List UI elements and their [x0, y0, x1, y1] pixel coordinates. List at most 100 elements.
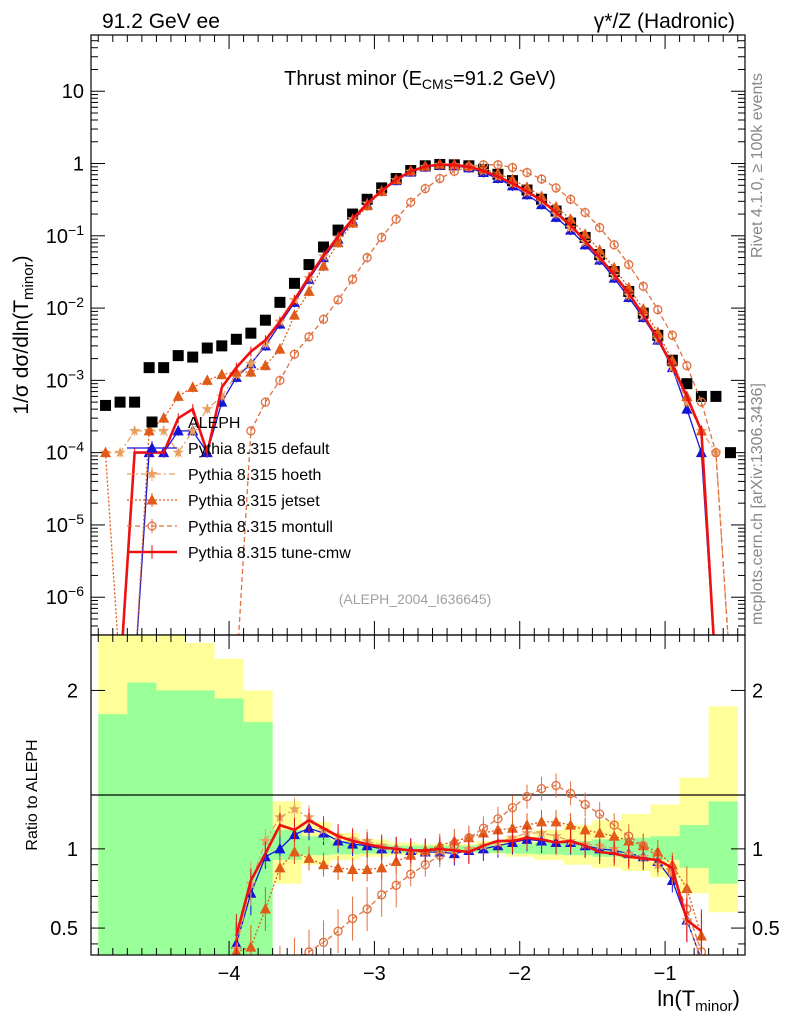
legend-label: Pythia 8.315 hoeth: [188, 467, 321, 484]
data-point-montull: [522, 167, 532, 178]
data-point-aleph: [230, 333, 242, 345]
watermark: (ALEPH_2004_I636645): [339, 591, 492, 607]
data-point-aleph: [143, 362, 155, 374]
ratio-point-jetset: [579, 823, 591, 835]
ratio-y-tick-label: 2: [67, 680, 78, 702]
ratio-point-default: [274, 842, 286, 854]
legend: ALEPH Pythia 8.315 default Pythia 8.315 ho…: [127, 415, 351, 562]
data-point-montull: [391, 214, 401, 224]
series-line-tune_cmw: [121, 163, 715, 635]
data-point-hoeth: [187, 424, 199, 436]
data-point-aleph: [114, 396, 126, 408]
data-point-montull: [435, 173, 445, 184]
inner-band-bin: [156, 690, 186, 955]
ratio-point-montull: [507, 803, 518, 813]
ratio-series-tune_cmw: [235, 808, 703, 955]
ratio-y-tick-label: 1: [67, 839, 78, 861]
data-point-hoeth: [201, 403, 213, 414]
legend-label: ALEPH: [188, 415, 240, 432]
legend-marker: [146, 416, 158, 428]
data-point-aleph: [158, 362, 170, 374]
data-point-aleph: [303, 259, 315, 271]
ratio-point-jetset: [259, 903, 271, 914]
data-point-jetset: [565, 213, 577, 224]
ratio-y-tick-label-right: 1: [752, 839, 763, 861]
legend-marker: [147, 521, 157, 531]
data-point-aleph: [710, 390, 722, 402]
inner-band-bin: [185, 690, 215, 955]
data-point-jetset: [187, 381, 199, 392]
main-y-axis-label: 1/σ dσ/dln(Tminor): [10, 255, 37, 414]
data-point-hoeth: [172, 446, 184, 458]
data-point-aleph: [681, 378, 693, 390]
inner-band-bin: [98, 714, 128, 955]
data-point-aleph: [695, 390, 707, 402]
data-point-montull: [275, 375, 285, 386]
x-axis-label: ln(Tminor): [657, 986, 740, 1015]
legend-label: Pythia 8.315 montull: [188, 519, 333, 536]
series-line-jetset: [104, 163, 715, 635]
data-point-montull: [420, 183, 430, 194]
ratio-point-montull: [406, 869, 416, 879]
data-point-jetset: [158, 412, 170, 423]
inner-band-bin: [534, 842, 564, 855]
data-point-aleph: [259, 314, 271, 326]
data-point-aleph: [288, 277, 300, 289]
data-point-jetset: [274, 343, 286, 354]
ratio-point-jetset: [506, 822, 518, 833]
ratio-point-montull: [276, 964, 284, 972]
data-point-jetset: [318, 260, 330, 271]
inner-band-bin: [708, 801, 738, 884]
y-tick-label: 1: [73, 154, 84, 176]
header-left: 91.2 GeV ee: [102, 10, 220, 33]
data-point-jetset: [332, 236, 344, 248]
data-point-montull: [565, 194, 576, 204]
ratio-point-montull: [478, 823, 489, 833]
ratio-point-montull: [377, 890, 387, 900]
data-point-montull: [536, 174, 547, 184]
ratio-y-tick-label-right: 0.5: [752, 918, 780, 940]
data-point-aleph: [216, 340, 228, 352]
data-point-hoeth: [216, 390, 228, 402]
ratio-point-jetset: [550, 815, 562, 827]
data-point-default: [681, 403, 693, 414]
data-point-aleph: [332, 224, 344, 236]
data-point-montull: [638, 281, 648, 291]
main-panel: 10−6 10−5 10−4 10−3 10−2 10−1 1 10 Thrust minor…: [10, 34, 746, 636]
data-point-jetset: [594, 244, 606, 255]
data-point-montull: [667, 330, 677, 340]
data-point-montull: [507, 162, 518, 173]
data-point-jetset: [259, 359, 271, 371]
data-point-montull: [260, 397, 271, 407]
inner-band-bin: [214, 698, 244, 955]
data-point-montull: [333, 295, 343, 305]
data-point-montull: [318, 314, 329, 324]
data-point-jetset: [172, 390, 184, 401]
data-point-hoeth: [681, 396, 693, 407]
inner-band-bin: [243, 722, 273, 955]
legend-label: Pythia 8.315 tune-cmw: [188, 545, 351, 562]
data-point-jetset: [245, 366, 257, 377]
series-montull: [238, 159, 729, 635]
legend-marker: [146, 468, 158, 479]
data-point-aleph: [100, 399, 112, 411]
data-point-montull: [347, 274, 358, 284]
data-point-montull: [377, 232, 387, 243]
chart-title: Thrust minor (ECMS=91.2 GeV): [284, 68, 556, 92]
ratio-point-jetset: [303, 852, 315, 863]
data-point-montull: [653, 305, 663, 315]
ratio-point-montull: [536, 784, 547, 794]
y-tick-label: 10−6: [46, 583, 84, 609]
data-point-montull: [624, 259, 634, 270]
data-point-hoeth: [128, 424, 141, 436]
ratio-point-jetset: [288, 846, 300, 857]
inner-band-bin: [447, 845, 477, 853]
ratio-point-montull: [565, 788, 576, 799]
ratio-axis-ticks: [91, 635, 745, 955]
ratio-point-montull: [580, 799, 590, 810]
ratio-point-jetset: [565, 819, 577, 830]
data-point-montull: [609, 240, 619, 250]
data-point-montull: [493, 160, 503, 170]
ratio-y-axis-label: Ratio to ALEPH: [24, 739, 41, 850]
data-point-aleph: [274, 296, 286, 308]
